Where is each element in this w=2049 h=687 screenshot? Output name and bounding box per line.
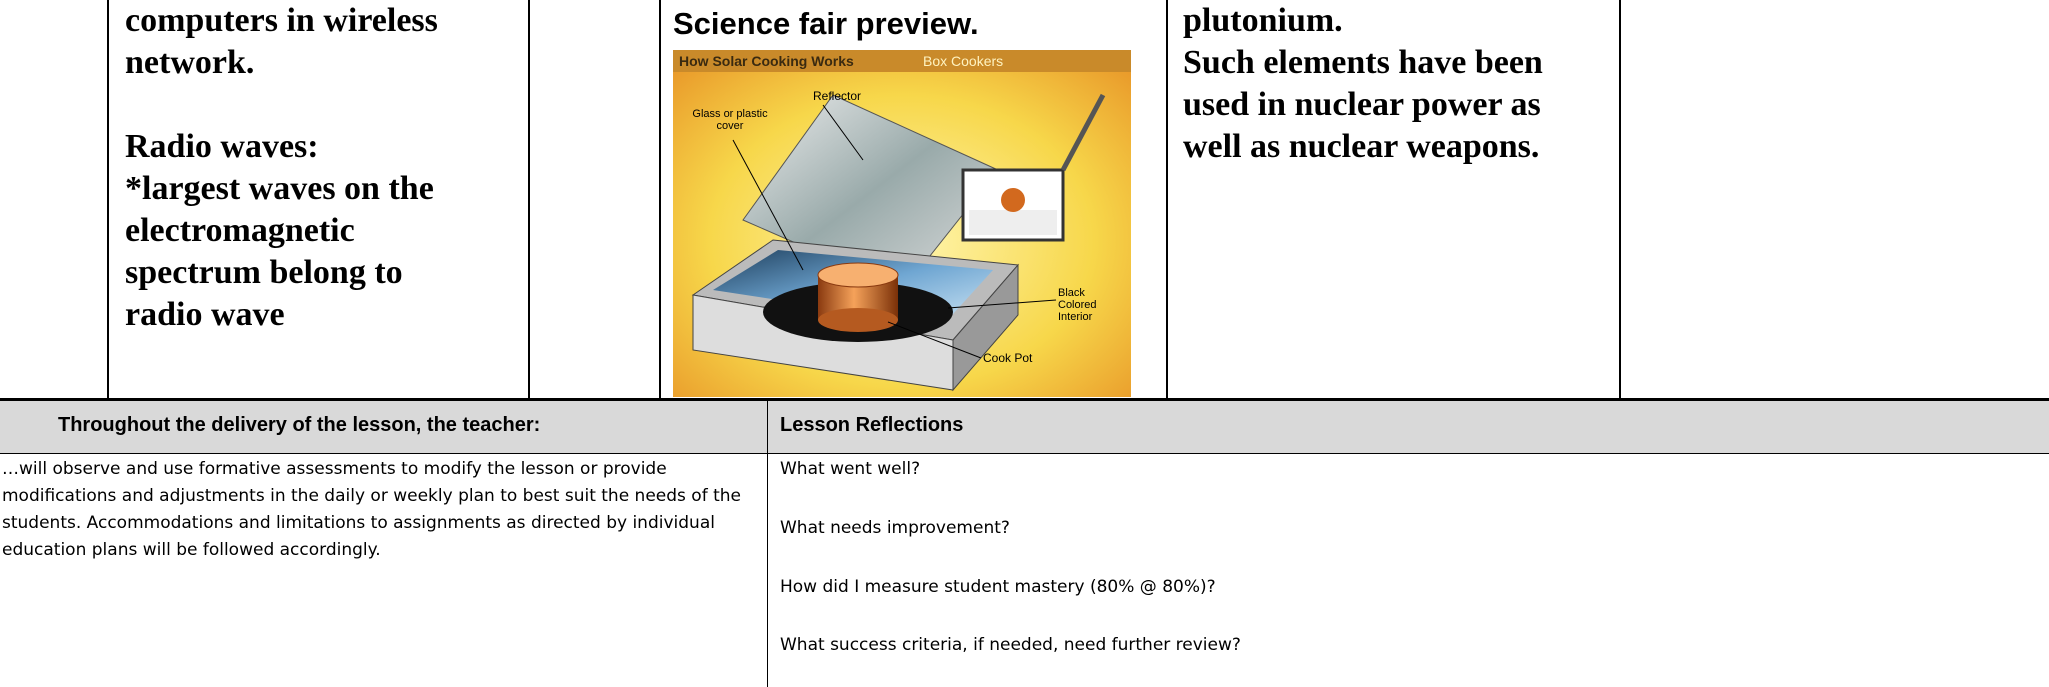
- image-label: Glass or plastic cover: [692, 108, 768, 132]
- cell-border: [1619, 0, 1621, 399]
- image-label: Cook Pot: [983, 351, 1033, 365]
- row-border: [0, 398, 2049, 401]
- reflection-question: What went well?: [780, 459, 921, 479]
- header-cell: Lesson Reflections: [780, 414, 964, 436]
- cell-border: [767, 401, 768, 687]
- image-label: Black Colored Interior: [1058, 287, 1097, 323]
- header-row: [0, 401, 2049, 453]
- image-subheading: Box Cookers: [923, 53, 1003, 69]
- cell-border: [1166, 0, 1168, 399]
- reflection-question: What success criteria, if needed, need f…: [780, 635, 1241, 655]
- text-line: *largest waves on the: [125, 170, 434, 207]
- reflection-question: What needs improvement?: [780, 518, 1010, 538]
- text-line: well as nuclear weapons.: [1183, 128, 1540, 165]
- text-line: computers in wireless: [125, 2, 438, 39]
- text-line: radio wave: [125, 296, 285, 333]
- text-line: Radio waves:: [125, 128, 319, 165]
- image-label: Glass or plastic cover: [692, 108, 768, 132]
- text-line: electromagnetic: [125, 212, 355, 249]
- cell-border: [107, 0, 109, 399]
- cell-text: plutonium. Such elements have been used …: [1183, 0, 1543, 168]
- text-line: used in nuclear power as: [1183, 86, 1541, 123]
- text-line: spectrum belong to: [125, 254, 403, 291]
- reflection-question: How did I measure student mastery (80% @…: [780, 577, 1216, 597]
- solar-cooker-image: How Solar Cooking Works Box Cookers Refl…: [673, 50, 1131, 397]
- cell-text: computers in wireless network. Radio wav…: [125, 0, 438, 336]
- cell-border: [528, 0, 530, 399]
- cell-title: Science fair preview.: [673, 6, 979, 41]
- reflections: What went well? What needs improvement? …: [768, 453, 2049, 687]
- teacher-text: …will observe and use formative assessme…: [2, 459, 741, 560]
- header-cell: Throughout the delivery of the lesson, t…: [58, 414, 541, 436]
- cell-border: [659, 0, 661, 399]
- text-line: network.: [125, 44, 255, 81]
- image-heading: How Solar Cooking Works: [679, 53, 854, 69]
- row-border: [0, 453, 2049, 454]
- text-line: Such elements have been: [1183, 44, 1543, 81]
- image-label: Reflector: [813, 89, 861, 103]
- text-line: plutonium.: [1183, 2, 1343, 39]
- image-label: Black Colored Interior: [1058, 287, 1097, 323]
